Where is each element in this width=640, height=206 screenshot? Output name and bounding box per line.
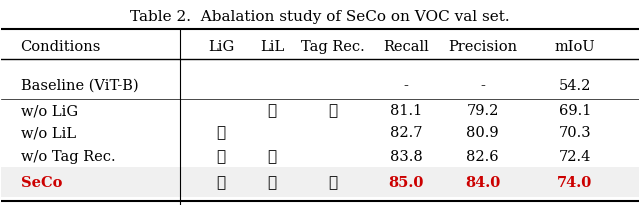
Text: -: - [480,79,485,93]
Text: 82.6: 82.6 [466,150,499,164]
Text: ✓: ✓ [268,176,276,190]
Text: 81.1: 81.1 [390,104,422,118]
Text: 83.8: 83.8 [390,150,422,164]
Text: LiG: LiG [208,40,234,54]
Text: ✓: ✓ [217,176,226,190]
Text: w/o Tag Rec.: w/o Tag Rec. [20,150,115,164]
Text: 82.7: 82.7 [390,126,422,140]
Text: 72.4: 72.4 [559,150,591,164]
Text: Table 2.  Abalation study of SeCo on VOC val set.: Table 2. Abalation study of SeCo on VOC … [130,9,510,23]
Text: 54.2: 54.2 [559,79,591,93]
Text: 70.3: 70.3 [559,126,591,140]
Text: ✓: ✓ [328,176,337,190]
Text: 74.0: 74.0 [557,176,593,190]
Text: Precision: Precision [448,40,517,54]
Text: 69.1: 69.1 [559,104,591,118]
Text: ✓: ✓ [217,150,226,164]
Text: mIoU: mIoU [555,40,595,54]
Text: Recall: Recall [383,40,429,54]
Text: ✓: ✓ [328,104,337,118]
Text: ✓: ✓ [268,150,276,164]
Text: Tag Rec.: Tag Rec. [301,40,365,54]
Text: 80.9: 80.9 [466,126,499,140]
Text: w/o LiG: w/o LiG [20,104,77,118]
Text: ✓: ✓ [268,104,276,118]
Text: 85.0: 85.0 [388,176,424,190]
Text: 79.2: 79.2 [467,104,499,118]
Text: LiL: LiL [260,40,284,54]
Text: -: - [404,79,408,93]
Text: Baseline (ViT-B): Baseline (ViT-B) [20,79,138,93]
Text: w/o LiL: w/o LiL [20,126,76,140]
FancyBboxPatch shape [1,167,639,198]
Text: 84.0: 84.0 [465,176,500,190]
Text: ✓: ✓ [217,126,226,140]
Text: Conditions: Conditions [20,40,101,54]
Text: SeCo: SeCo [20,176,62,190]
